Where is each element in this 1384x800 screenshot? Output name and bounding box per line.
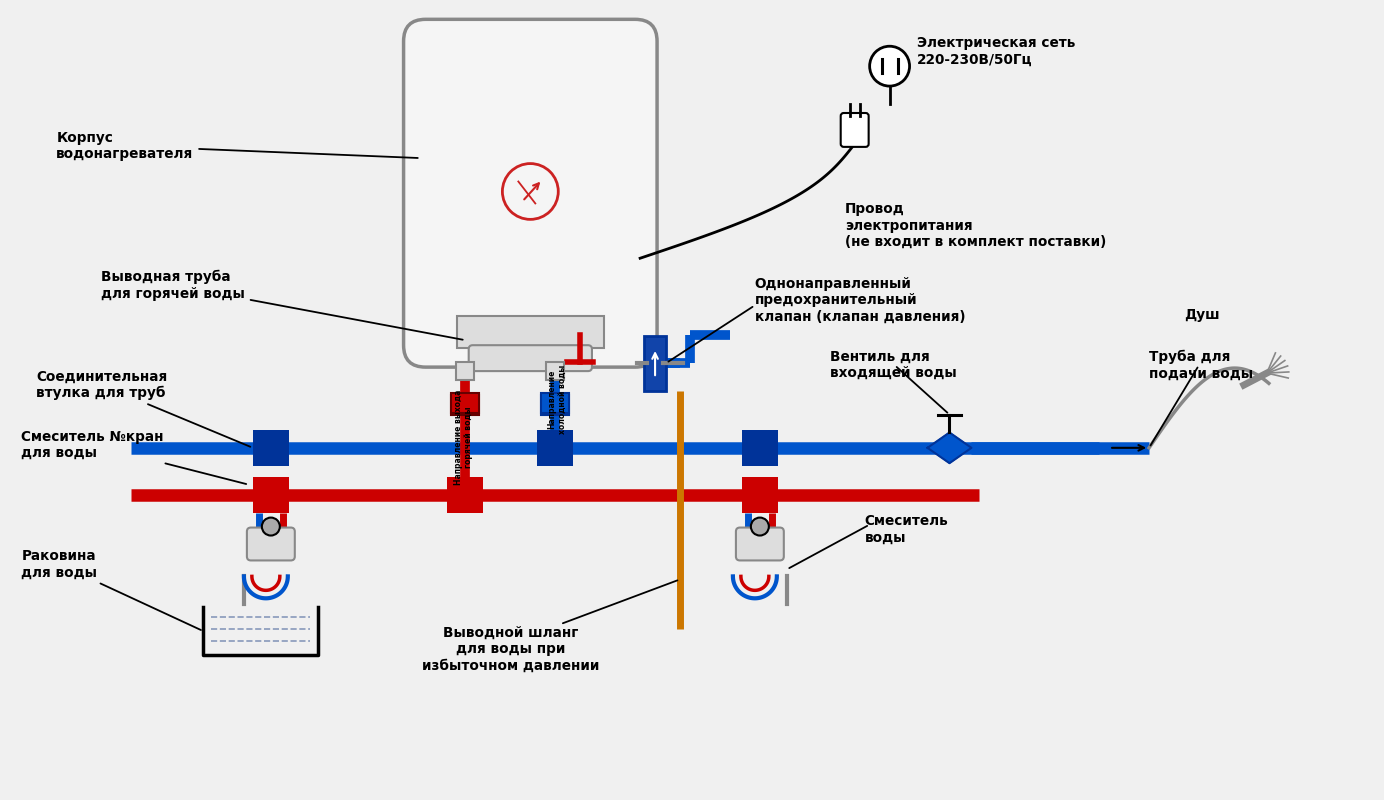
FancyBboxPatch shape [840, 113, 869, 147]
Bar [547, 362, 565, 380]
Bar [742, 430, 778, 466]
Text: Смеситель №кран
для воды: Смеситель №кран для воды [21, 430, 246, 484]
FancyBboxPatch shape [736, 527, 783, 561]
Text: Направление
холодной воды: Направление холодной воды [548, 364, 567, 434]
Text: Раковина
для воды: Раковина для воды [21, 550, 201, 630]
Text: Направление выхода
горячей воды: Направление выхода горячей воды [454, 390, 473, 485]
FancyBboxPatch shape [404, 19, 657, 367]
FancyBboxPatch shape [246, 527, 295, 561]
Circle shape [502, 163, 558, 219]
Bar [457, 362, 475, 380]
FancyBboxPatch shape [469, 345, 592, 371]
Bar [457, 316, 603, 348]
Bar [451, 393, 479, 413]
Text: Выводная труба
для горячей воды: Выводная труба для горячей воды [101, 270, 462, 340]
Bar [644, 336, 666, 390]
Bar [447, 477, 483, 513]
Bar [742, 477, 778, 513]
Text: Однонаправленный
предохранительный
клапан (клапан давления): Однонаправленный предохранительный клапа… [754, 277, 966, 323]
Bar [541, 393, 569, 413]
Bar [253, 477, 289, 513]
Bar [537, 430, 573, 466]
Bar [541, 395, 569, 415]
Circle shape [869, 46, 909, 86]
Polygon shape [927, 433, 972, 463]
Text: Труба для
подачи воды: Труба для подачи воды [1149, 350, 1253, 380]
Circle shape [752, 518, 770, 535]
Bar [451, 395, 479, 415]
Text: Вентиль для
входящей воды: Вентиль для входящей воды [830, 350, 956, 380]
Text: Выводной шланг
для воды при
избыточном давлении: Выводной шланг для воды при избыточном д… [422, 626, 599, 672]
Text: Душ: Душ [1183, 308, 1219, 322]
Text: Электрическая сеть
220-230В/50Гц: Электрическая сеть 220-230В/50Гц [916, 36, 1075, 66]
Text: Провод
электропитания
(не входит в комплект поставки): Провод электропитания (не входит в компл… [844, 202, 1106, 249]
Circle shape [262, 518, 280, 535]
Bar [253, 430, 289, 466]
Text: Соединительная
втулка для труб: Соединительная втулка для труб [36, 370, 251, 446]
Text: Смеситель
воды: Смеситель воды [865, 514, 948, 545]
Text: Корпус
водонагревателя: Корпус водонагревателя [57, 130, 418, 161]
